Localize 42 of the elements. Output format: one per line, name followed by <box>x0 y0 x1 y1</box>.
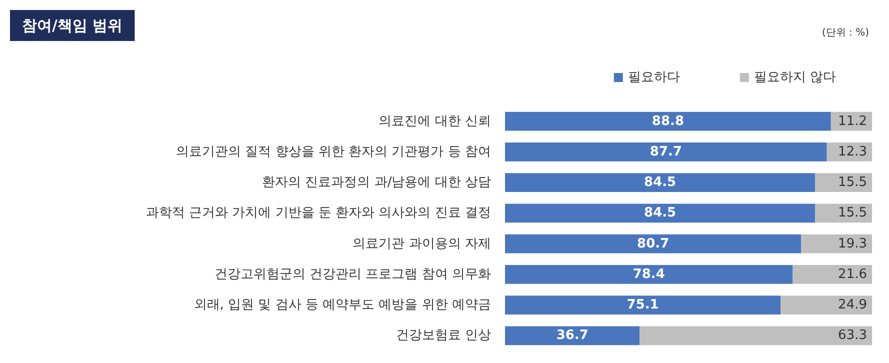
data-label: 11.2 <box>838 114 867 129</box>
y-tick-label: 환자의 진료과정의 과/남용에 대한 상담 <box>262 175 491 190</box>
y-tick-label: 의료진에 대한 신뢰 <box>378 114 491 129</box>
data-label: 78.4 <box>632 266 665 282</box>
bar <box>505 234 802 254</box>
y-tick-label: 건강보험료 인상 <box>396 328 491 344</box>
bar <box>792 264 872 284</box>
bar <box>780 296 872 315</box>
data-label: 36.7 <box>556 328 588 344</box>
bar <box>505 264 793 284</box>
bar <box>815 173 872 192</box>
bar <box>505 296 781 315</box>
bar <box>505 173 816 192</box>
bar <box>801 234 872 254</box>
data-label: 75.1 <box>626 298 659 313</box>
text: 참여/책임 범위 <box>22 16 123 34</box>
data-label: 63.3 <box>838 328 867 344</box>
y-tick-label: 의료기관의 질적 향상을 위한 환자의 기관평가 등 참여 <box>176 144 491 160</box>
text: (단위 : %) <box>822 28 870 38</box>
data-label: 88.8 <box>652 114 684 129</box>
data-label: 84.5 <box>644 206 676 221</box>
data-label: 24.9 <box>838 298 867 313</box>
y-tick-label: 외래, 입원 및 검사 등 예약부도 예방을 위한 예약금 <box>194 298 491 313</box>
legend-label: 필요하다 <box>628 70 680 85</box>
data-label: 21.6 <box>838 266 867 282</box>
data-label: 15.5 <box>838 206 867 221</box>
data-label: 87.7 <box>650 144 682 160</box>
bar <box>505 112 831 131</box>
bar <box>815 204 872 223</box>
bar <box>640 326 872 346</box>
data-label: 19.3 <box>838 236 867 252</box>
legend-label: 필요하지 않다 <box>754 70 836 85</box>
y-tick-label: 의료기관 과이용의 자제 <box>352 236 491 252</box>
y-tick-label: 과학적 근거와 가치에 기반을 둔 환자와 의사와의 진료 결정 <box>146 206 491 221</box>
bar <box>505 326 640 346</box>
y-tick-label: 건강고위험군의 건강관리 프로그램 참여 의무화 <box>214 266 491 282</box>
data-label: 12.3 <box>838 144 867 160</box>
data-label: 84.5 <box>644 175 676 190</box>
bar <box>505 142 827 162</box>
bar <box>505 204 816 223</box>
data-label: 15.5 <box>838 175 867 190</box>
data-label: 80.7 <box>637 236 670 252</box>
